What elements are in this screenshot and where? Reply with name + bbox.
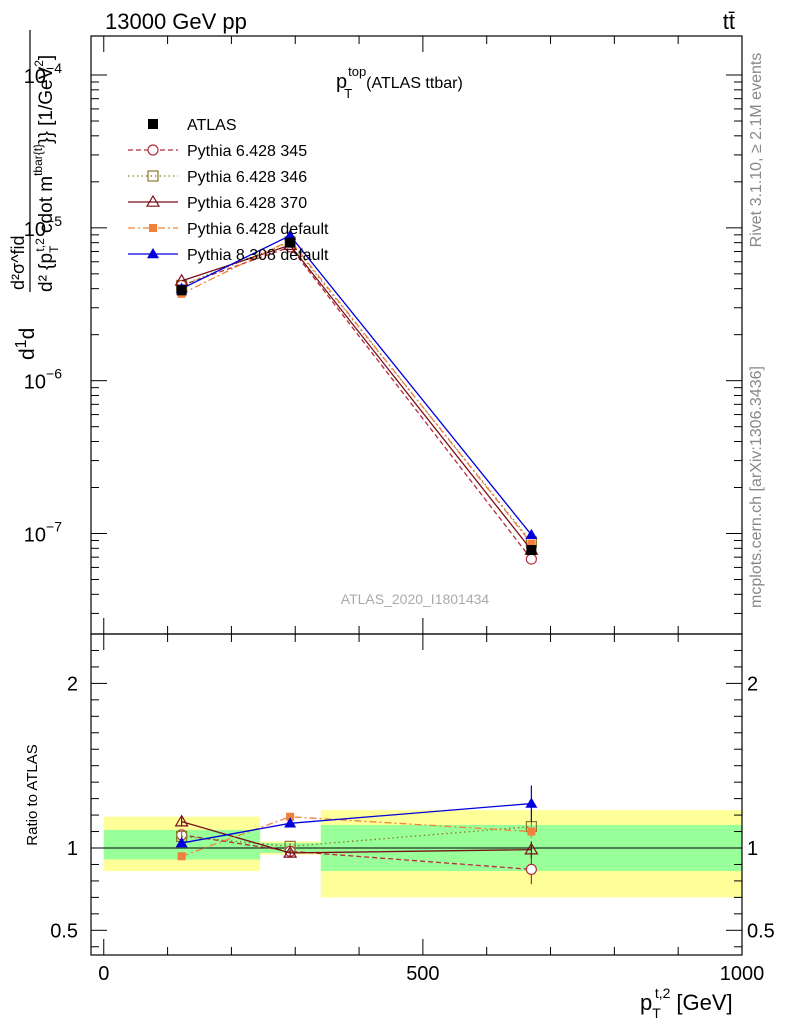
legend: ATLAS Pythia 6.428 345 Pythia 6.428 346 Pyt…: [128, 117, 329, 264]
plot-title: ptop T (ATLAS ttbar): [336, 64, 463, 101]
series-0-point-2: [525, 553, 537, 565]
series-line-2: [181, 244, 532, 551]
y-axis-label: d1d d²σ^fid d² {pTt,2 cdot mtbar{t}}} [1…: [8, 30, 61, 360]
ratio-0-point-2: [525, 863, 537, 876]
legend-label-1: Pythia 6.428 345: [187, 143, 307, 160]
x-tick-label-0: 0: [98, 963, 109, 985]
ylabel-den-d: d² {p: [36, 253, 57, 292]
rivet-label: Rivet 3.1.10, ≥ 2.1M events: [748, 53, 765, 248]
x-tick-label-1: 500: [406, 963, 439, 985]
ylabel-d: d: [16, 328, 39, 340]
x-tick-label-2: 1000: [720, 963, 765, 985]
ratio-tick-label-left-2: 2: [67, 673, 78, 695]
legend-marker-1: [147, 144, 159, 156]
legend-marker-3: [145, 194, 161, 207]
ratio-y-axis-label: Ratio to ATLAS: [24, 744, 41, 845]
title-main: p: [336, 71, 347, 93]
ylabel-prefix: d: [16, 348, 39, 360]
ratio-tick-label-right-1: 1: [747, 838, 758, 860]
series-line-4: [181, 234, 532, 536]
ratio-tick-label-left-1: 1: [67, 838, 78, 860]
legend-marker-0: [148, 119, 158, 129]
ratio-3-point-0: [177, 852, 186, 861]
main-plot: [174, 229, 539, 565]
title-rest: (ATLAS ttbar): [366, 75, 463, 92]
legend-label-3: Pythia 6.428 370: [187, 195, 307, 212]
x-axis-label: pTt,2 [GeV]: [640, 985, 733, 1021]
analysis-label: ATLAS_2020_I1801434: [341, 591, 490, 607]
ratio-2-point-1: [283, 845, 298, 858]
legend-label-2: Pythia 6.428 346: [187, 169, 307, 186]
process-label: tt̄: [723, 9, 735, 34]
xlabel-unit: [GeV]: [676, 990, 732, 1015]
ratio-4-point-2: [525, 797, 538, 808]
ylabel-den-sq: 2: [32, 60, 46, 67]
ylabel-den-close: ]: [36, 55, 57, 60]
ylabel-num: d²σ^fid: [8, 235, 28, 290]
ratio-3-point-1: [286, 812, 295, 821]
ratio-tick-label-right-0: 0.5: [747, 920, 775, 942]
ratio-2-point-2: [524, 842, 539, 855]
ylabel-den: d² {pTt,2 cdot mtbar{t}}} [1/GeV2]: [31, 55, 61, 292]
axes: 0 500 1000 10−4 10−5 10−6 10−7 0.5 0.5 1 1 2 2: [24, 35, 775, 985]
ratio-frame: [90, 633, 743, 956]
ratio-bands: [103, 810, 742, 898]
y-tick-label-1: 10−5: [24, 213, 62, 241]
data-point-0: [176, 285, 187, 296]
ylabel-den-sup: t,2: [33, 238, 47, 252]
legend-marker-5: [147, 248, 159, 259]
mcplots-label: mcplots.cern.ch [arXiv:1306.3436]: [748, 366, 765, 608]
xlabel-main: p: [640, 990, 652, 1015]
ylabel-den-end: }} [1/GeV: [36, 66, 57, 143]
y-tick-label-2: 10−6: [24, 366, 62, 394]
ylabel-frac-num: 1: [13, 339, 30, 348]
ratio-tick-label-right-2: 2: [747, 673, 758, 695]
y-tick-label-3: 10−7: [24, 519, 62, 547]
svg-text:d1d: d1d: [13, 328, 39, 360]
series-line-3: [181, 239, 532, 544]
ylabel-den-mid: cdot m: [36, 176, 57, 238]
series-line-1: [181, 241, 532, 543]
ratio-tick-label-left-0: 0.5: [50, 920, 78, 942]
y-tick-label-0: 10−4: [24, 60, 62, 88]
ratio-plot: [91, 785, 742, 885]
energy-label: 13000 GeV pp: [105, 9, 247, 34]
ylabel-den-sub: T: [47, 245, 61, 253]
legend-marker-4: [149, 224, 157, 232]
legend-label-0: ATLAS: [187, 117, 237, 134]
ratio-2-point-0: [174, 814, 189, 827]
title-sup: top: [348, 64, 366, 79]
series-line-0: [181, 246, 532, 560]
ratio-4-point-0: [175, 837, 188, 848]
series-3-point-2: [527, 539, 536, 548]
data-point-1: [285, 237, 296, 248]
xlabel-sup: t,2: [655, 985, 671, 1001]
ratio-3-point-2: [527, 827, 536, 836]
legend-label-4: Pythia 6.428 default: [187, 221, 329, 238]
series-4-point-1: [284, 229, 297, 240]
ylabel-den-sup2: tbar{t}: [31, 144, 45, 176]
legend-marker-2: [147, 170, 159, 182]
xlabel-sub: T: [652, 1005, 661, 1021]
title-sub: T: [344, 86, 352, 101]
legend-label-5: Pythia 8.308 default: [187, 247, 329, 264]
data-point-2: [526, 544, 537, 555]
ratio-4-point-1: [284, 817, 297, 828]
series-4-point-2: [525, 528, 538, 540]
